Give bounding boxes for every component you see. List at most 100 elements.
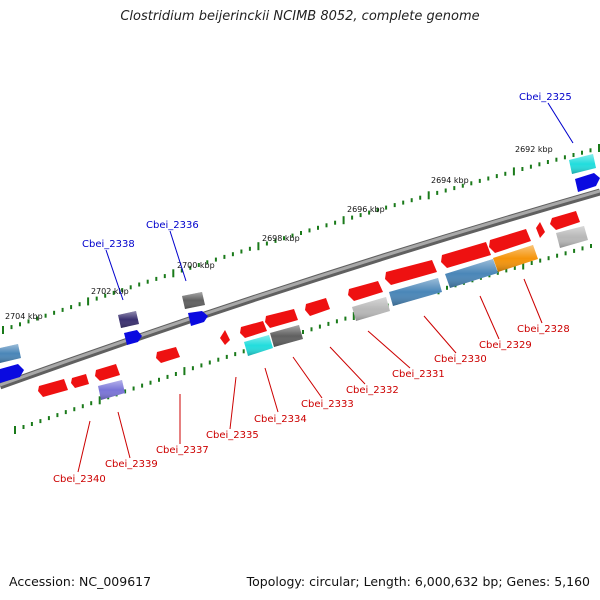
scale-tick bbox=[436, 190, 439, 195]
cds-cbei-2329[interactable] bbox=[441, 242, 491, 268]
scale-tick bbox=[300, 231, 302, 235]
scale-tick bbox=[78, 302, 81, 307]
scale-tick bbox=[376, 208, 379, 213]
cds-cbei-2340[interactable] bbox=[38, 379, 68, 397]
cds-cbei-2325[interactable] bbox=[575, 173, 600, 192]
gene-label-cbei-2333[interactable]: Cbei_2333 bbox=[301, 399, 354, 410]
scale-tick bbox=[512, 167, 515, 176]
reverse-strand-features bbox=[38, 211, 588, 400]
gene-label-cbei-2338[interactable]: Cbei_2338 bbox=[82, 239, 135, 250]
scale-tick bbox=[47, 416, 50, 421]
scale-label-2692: 2692 kbp bbox=[515, 145, 553, 154]
cds-cbei-2340a[interactable] bbox=[71, 374, 89, 388]
cds-cbei-2331[interactable] bbox=[348, 281, 383, 301]
scale-tick bbox=[555, 157, 558, 162]
scale-tick bbox=[402, 200, 405, 205]
scale-tick bbox=[513, 265, 516, 270]
scale-tick bbox=[393, 203, 396, 208]
gene-label-cbei-2331[interactable]: Cbei_2331 bbox=[392, 369, 445, 380]
scale-tick bbox=[146, 279, 149, 284]
scale-tick bbox=[318, 324, 321, 329]
cds-cbei-2333[interactable] bbox=[265, 309, 298, 328]
scale-tick bbox=[234, 352, 237, 357]
topology-text: Topology: circular; Length: 6,000,632 bp… bbox=[246, 574, 590, 589]
scale-tick bbox=[589, 148, 592, 153]
scale-tick bbox=[22, 425, 25, 429]
scale-tick bbox=[529, 164, 532, 169]
gene-label-cbei-2325[interactable]: Cbei_2325 bbox=[519, 92, 572, 103]
scale-tick bbox=[27, 319, 30, 324]
cds-cbei-2339[interactable] bbox=[95, 364, 120, 381]
scale-label-2702: 2702 kbp bbox=[91, 287, 129, 296]
gene-label-cbei-2332[interactable]: Cbei_2332 bbox=[346, 385, 399, 396]
cds-cbei-2327[interactable] bbox=[550, 211, 580, 230]
scale-tick bbox=[505, 268, 508, 273]
gene-label-cbei-2335[interactable]: Cbei_2335 bbox=[206, 430, 259, 441]
scale-tick bbox=[317, 225, 319, 230]
gene-labels: Cbei_2325 Cbei_2336 Cbei_2338 Cbei_2328 … bbox=[53, 92, 572, 485]
scale-tick bbox=[124, 389, 127, 394]
gene-label-cbei-2334[interactable]: Cbei_2334 bbox=[254, 414, 307, 425]
gene-label-cbei-2340[interactable]: Cbei_2340 bbox=[53, 474, 106, 485]
scale-tick bbox=[53, 310, 56, 315]
scale-tick bbox=[573, 248, 576, 253]
scale-label-2700: 2700 kbp bbox=[177, 261, 215, 270]
scale-label-2704: 2704 kbp bbox=[5, 312, 43, 321]
scale-tick bbox=[572, 153, 575, 157]
forward-strand-features bbox=[0, 154, 600, 383]
cds-cbei-2332[interactable] bbox=[305, 298, 330, 316]
scale-tick bbox=[590, 244, 592, 248]
cds-left-forward[interactable] bbox=[0, 364, 24, 383]
scale-tick bbox=[225, 354, 228, 359]
gene-label-cbei-2339[interactable]: Cbei_2339 bbox=[105, 459, 158, 470]
scale-tick bbox=[39, 419, 42, 424]
gene-label-cbei-2328[interactable]: Cbei_2328 bbox=[517, 324, 570, 335]
gene-label-cbei-2329[interactable]: Cbei_2329 bbox=[479, 340, 532, 351]
scale-tick bbox=[274, 238, 277, 243]
scale-tick bbox=[223, 254, 226, 259]
cds-small-2327b[interactable] bbox=[536, 222, 545, 238]
scale-tick bbox=[556, 253, 559, 258]
outer-scale-ticks bbox=[2, 144, 600, 334]
scale-tick bbox=[342, 216, 345, 225]
scale-tick bbox=[351, 215, 354, 220]
cds-cbei-2330[interactable] bbox=[385, 260, 437, 285]
scale-tick bbox=[44, 313, 47, 318]
scale-tick bbox=[325, 223, 328, 228]
scale-tick bbox=[598, 144, 600, 152]
scale-tick bbox=[138, 282, 141, 287]
scale-tick bbox=[478, 178, 481, 183]
scale-tick bbox=[206, 260, 209, 265]
scale-tick bbox=[132, 386, 135, 391]
cds-cbei-2338[interactable] bbox=[124, 330, 142, 345]
scale-tick bbox=[191, 366, 194, 371]
gene-label-cbei-2330[interactable]: Cbei_2330 bbox=[434, 354, 487, 365]
scale-tick bbox=[547, 256, 550, 261]
scale-tick bbox=[208, 360, 211, 365]
scale-tick bbox=[444, 188, 447, 193]
scale-tick bbox=[581, 246, 584, 251]
gene-label-cbei-2337[interactable]: Cbei_2337 bbox=[156, 445, 209, 456]
scale-tick bbox=[335, 319, 338, 324]
scale-tick bbox=[327, 321, 330, 326]
scale-tick bbox=[308, 228, 311, 233]
scale-tick bbox=[121, 288, 124, 293]
cds-cbei-2337[interactable] bbox=[156, 347, 180, 363]
scale-tick bbox=[487, 176, 490, 181]
scale-tick bbox=[98, 396, 101, 405]
cds-cbei-2334[interactable] bbox=[240, 321, 267, 338]
scale-tick bbox=[10, 325, 13, 330]
scale-label-2698: 2698 kbp bbox=[262, 234, 300, 243]
scale-tick bbox=[90, 401, 93, 406]
scale-tick bbox=[197, 263, 200, 267]
scale-tick bbox=[521, 167, 524, 171]
scale-tick bbox=[302, 330, 304, 334]
map-title: Clostridium beijerinckii NCIMB 8052, com… bbox=[120, 9, 480, 24]
scale-tick bbox=[64, 410, 67, 415]
gene-label-cbei-2336[interactable]: Cbei_2336 bbox=[146, 220, 199, 231]
cds-cbei-2336[interactable] bbox=[188, 311, 208, 326]
cds-cbei-2335[interactable] bbox=[220, 330, 230, 345]
scale-tick bbox=[214, 257, 217, 262]
cds-cbei-2328[interactable] bbox=[489, 229, 531, 253]
